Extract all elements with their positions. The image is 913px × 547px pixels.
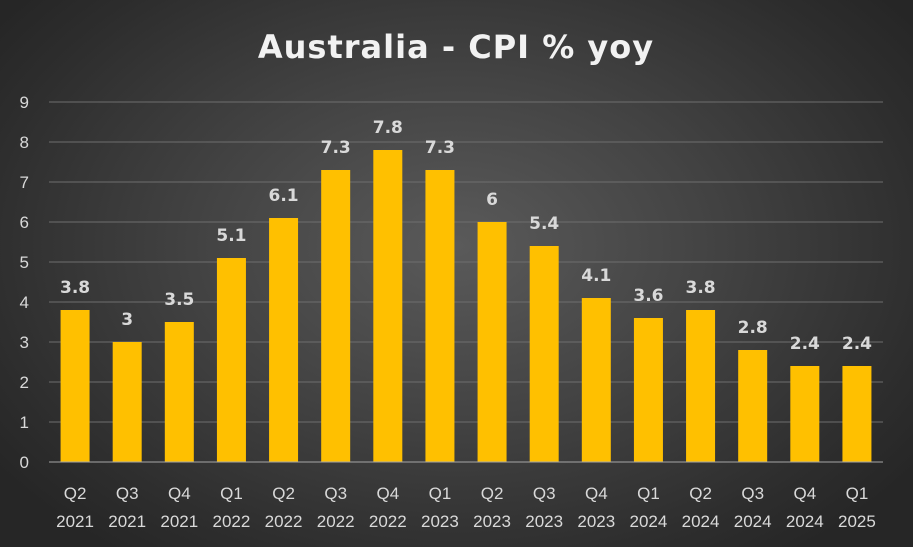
bar	[60, 310, 90, 462]
data-label: 7.8	[373, 118, 403, 138]
data-labels: 3.8 3 3.5 5.1 6.1 7.3 7.8 7.3 6 5.4 4.1 3.6 3.8 2.8 2.…	[60, 118, 872, 354]
x-tick-label-quarter: Q1	[429, 484, 452, 503]
data-label: 3	[121, 310, 133, 330]
x-tick-label-quarter: Q1	[220, 484, 243, 503]
x-tick-label-year: 2024	[630, 512, 668, 531]
bar	[216, 258, 246, 462]
x-tick-label-year: 2022	[265, 512, 303, 531]
x-tick-label-quarter: Q2	[481, 484, 504, 503]
x-tick-label-quarter: Q3	[533, 484, 556, 503]
data-label: 2.4	[842, 334, 872, 354]
bar	[269, 218, 299, 462]
x-axis-category-labels: Q2 2021 Q3 2021 Q4 2021 Q1 2022 Q2 2022 Q3 2022 Q4 20…	[56, 484, 876, 531]
y-tick-label: 5	[20, 253, 29, 272]
bar	[581, 298, 611, 462]
y-axis-tick-labels: 0 1 2 3 4 5 6 7 8 9	[20, 93, 29, 472]
bar	[633, 318, 663, 462]
bar	[529, 246, 559, 462]
data-label: 2.4	[790, 334, 820, 354]
y-tick-label: 3	[20, 333, 29, 352]
bar	[477, 222, 507, 462]
x-tick-label-quarter: Q3	[324, 484, 347, 503]
x-tick-label-year: 2022	[317, 512, 355, 531]
x-tick-label-year: 2021	[160, 512, 198, 531]
bar	[112, 342, 142, 462]
data-label: 4.1	[581, 266, 611, 286]
y-tick-label: 1	[20, 413, 29, 432]
x-tick-label-year: 2024	[734, 512, 772, 531]
x-tick-label-year: 2023	[421, 512, 459, 531]
bar	[373, 150, 403, 462]
bar	[738, 350, 768, 462]
data-label: 6	[486, 190, 498, 210]
data-label: 3.5	[164, 290, 194, 310]
data-label: 5.1	[216, 226, 246, 246]
x-tick-label-year: 2023	[473, 512, 511, 531]
data-label: 5.4	[529, 214, 559, 234]
y-tick-label: 2	[20, 373, 29, 392]
data-label: 3.8	[686, 278, 716, 298]
x-tick-label-quarter: Q4	[168, 484, 191, 503]
data-label: 3.8	[60, 278, 90, 298]
y-tick-label: 0	[20, 453, 29, 472]
bar	[790, 366, 820, 462]
x-tick-label-quarter: Q1	[846, 484, 869, 503]
data-label: 3.6	[633, 286, 663, 306]
bars	[60, 150, 872, 462]
data-label: 7.3	[321, 138, 351, 158]
y-tick-label: 6	[20, 213, 29, 232]
y-tick-label: 7	[20, 173, 29, 192]
x-tick-label-quarter: Q3	[116, 484, 139, 503]
x-tick-label-year: 2021	[56, 512, 94, 531]
x-tick-label-quarter: Q4	[376, 484, 399, 503]
x-tick-label-year: 2024	[682, 512, 720, 531]
data-label: 6.1	[269, 186, 299, 206]
chart-title: Australia - CPI % yoy	[258, 28, 654, 66]
bar	[164, 322, 194, 462]
x-tick-label-quarter: Q4	[585, 484, 608, 503]
x-tick-label-year: 2023	[525, 512, 563, 531]
x-tick-label-quarter: Q2	[272, 484, 295, 503]
x-tick-label-quarter: Q2	[689, 484, 712, 503]
x-tick-label-year: 2021	[108, 512, 146, 531]
x-tick-label-year: 2023	[577, 512, 615, 531]
bar	[321, 170, 351, 462]
data-label: 7.3	[425, 138, 455, 158]
bar	[686, 310, 716, 462]
y-tick-label: 4	[20, 293, 29, 312]
x-tick-label-year: 2025	[838, 512, 876, 531]
x-tick-label-year: 2022	[369, 512, 407, 531]
bar	[842, 366, 872, 462]
x-tick-label-year: 2022	[213, 512, 251, 531]
x-tick-label-quarter: Q2	[64, 484, 87, 503]
y-tick-label: 8	[20, 133, 29, 152]
bar	[425, 170, 455, 462]
x-tick-label-quarter: Q3	[741, 484, 764, 503]
data-label: 2.8	[738, 318, 768, 338]
x-tick-label-quarter: Q4	[793, 484, 816, 503]
y-tick-label: 9	[20, 93, 29, 112]
x-tick-label-year: 2024	[786, 512, 824, 531]
x-tick-label-quarter: Q1	[637, 484, 660, 503]
